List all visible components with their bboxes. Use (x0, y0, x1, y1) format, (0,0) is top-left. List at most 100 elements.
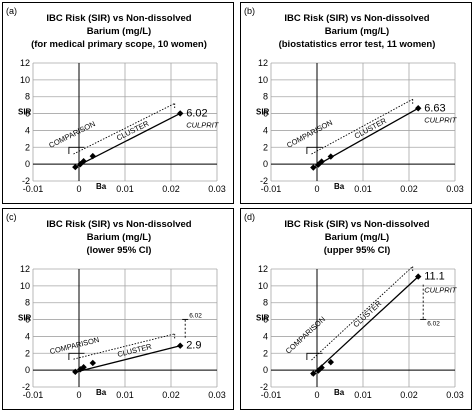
x-axis-label: Ba (96, 182, 107, 191)
culprit-label: CULPRIT (424, 286, 458, 295)
panel-label: (c) (6, 212, 17, 222)
chart-svg: (d) IBC Risk (SIR) vs Non-dissolved Barium… (244, 212, 464, 400)
cluster-bracket-line (73, 103, 175, 155)
y-tick-label: 8 (263, 298, 268, 308)
data-point (89, 359, 96, 367)
chart-title-line: IBC Risk (SIR) vs Non-dissolved (46, 13, 191, 24)
fit-line (73, 345, 181, 374)
x-tick-label: 0 (76, 390, 81, 400)
y-tick-label: 0 (25, 365, 30, 375)
chart-title-line: (biostatistics error test, 11 women) (279, 39, 436, 50)
x-tick-label: 0.03 (208, 184, 226, 194)
data-point (315, 367, 322, 374)
y-tick-label: 0 (25, 159, 30, 169)
y-tick-label: 4 (25, 331, 30, 341)
reference-value-label: 6.02 (189, 312, 202, 319)
x-tick-label: -0.01 (261, 390, 282, 400)
x-tick-label: -0.01 (23, 184, 44, 194)
x-tick-label: 0.03 (446, 390, 464, 400)
chart-title-line: (lower 95% CI) (87, 245, 152, 256)
data-point (72, 163, 79, 171)
y-tick-label: 10 (20, 281, 30, 291)
data-point (89, 152, 96, 160)
x-axis-label: Ba (96, 388, 107, 397)
chart-title-line: IBC Risk (SIR) vs Non-dissolved (284, 219, 429, 230)
y-axis-label: SIR (256, 314, 270, 323)
panel-label: (d) (244, 212, 255, 222)
x-tick-label: 0 (314, 390, 319, 400)
x-tick-label: 0 (314, 184, 319, 194)
data-point (310, 370, 317, 377)
y-tick-label: 6 (25, 109, 30, 119)
x-tick-label: 0 (76, 184, 81, 194)
panel-d: (d) IBC Risk (SIR) vs Non-dissolved Barium… (240, 208, 472, 410)
data-point (415, 273, 422, 280)
culprit-value-label: 11.1 (424, 271, 445, 283)
data-point (177, 342, 184, 349)
comparison-bracket (306, 352, 323, 361)
comparison-label: COMPARISON (47, 119, 96, 150)
culprit-label: CULPRIT (424, 115, 458, 124)
x-tick-label: 0.01 (354, 184, 372, 194)
x-tick-label: 0.01 (116, 184, 134, 194)
y-tick-label: 2 (25, 142, 30, 152)
culprit-label: CULPRIT (186, 120, 220, 129)
x-tick-label: 0.02 (162, 184, 180, 194)
y-tick-label: 10 (258, 75, 268, 85)
comparison-bracket (68, 352, 85, 361)
culprit-value-label: 2.9 (186, 340, 201, 352)
chart-title-line: (for medical primary scope, 10 women) (31, 39, 207, 50)
culprit-value-label: 6.63 (424, 102, 445, 114)
y-tick-label: 2 (25, 348, 30, 358)
x-tick-label: 0.01 (354, 390, 372, 400)
y-tick-label: 8 (263, 92, 268, 102)
chart-title-line: IBC Risk (SIR) vs Non-dissolved (284, 13, 429, 24)
x-tick-label: 0.01 (116, 390, 134, 400)
y-tick-label: -2 (260, 176, 268, 186)
chart-title-line: (upper 95% CI) (324, 245, 391, 256)
y-tick-label: 12 (20, 264, 30, 274)
y-tick-label: 0 (263, 365, 268, 375)
x-tick-label: 0.02 (400, 390, 418, 400)
y-axis-label: SIR (18, 108, 32, 117)
comparison-label: COMPARISON (284, 315, 327, 356)
reference-value-label: 6.02 (427, 320, 440, 327)
chart-title-line: Barium (mg/L) (325, 232, 389, 243)
data-point (327, 153, 334, 160)
y-tick-label: 4 (263, 125, 268, 135)
chart-svg: (b) IBC Risk (SIR) vs Non-dissolved Barium… (244, 6, 464, 194)
x-tick-label: 0.03 (208, 390, 226, 400)
data-point (318, 158, 325, 165)
comparison-bracket (68, 146, 85, 155)
cluster-bracket-line (73, 333, 175, 360)
x-tick-label: 0.03 (446, 184, 464, 194)
y-tick-label: 0 (263, 159, 268, 169)
y-tick-label: 8 (25, 92, 30, 102)
y-axis-label: SIR (256, 108, 270, 117)
x-tick-label: 0.02 (162, 390, 180, 400)
y-tick-label: 8 (25, 298, 30, 308)
data-point (315, 161, 322, 168)
y-tick-label: -2 (22, 176, 30, 186)
y-tick-label: -2 (22, 382, 30, 392)
cluster-bracket-line (311, 98, 413, 155)
y-tick-label: 4 (25, 125, 30, 135)
data-point (80, 157, 87, 165)
data-point (72, 368, 79, 376)
data-point (177, 110, 184, 117)
chart-title-line: IBC Risk (SIR) vs Non-dissolved (46, 219, 191, 230)
x-tick-label: -0.01 (261, 184, 282, 194)
chart-svg: (c) IBC Risk (SIR) vs Non-dissolved Barium… (6, 212, 226, 400)
data-point (77, 160, 84, 168)
cluster-bracket-line (311, 266, 413, 361)
y-tick-label: -2 (260, 382, 268, 392)
chart-svg: (a) IBC Risk (SIR) vs Non-dissolved Barium… (6, 6, 226, 194)
y-tick-label: 4 (263, 331, 268, 341)
panel-c: (c) IBC Risk (SIR) vs Non-dissolved Barium… (2, 208, 234, 410)
x-axis-label: Ba (334, 388, 345, 397)
y-tick-label: 6 (263, 109, 268, 119)
y-tick-label: 12 (258, 264, 268, 274)
chart-title-line: Barium (mg/L) (87, 232, 151, 243)
x-tick-label: 0.02 (400, 184, 418, 194)
